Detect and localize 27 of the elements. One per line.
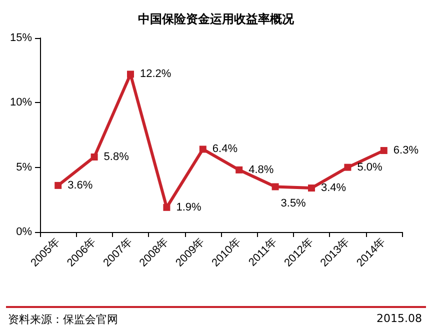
y-tick-label: 0%: [16, 226, 32, 238]
data-label: 6.3%: [393, 144, 419, 157]
data-label: 12.2%: [140, 68, 172, 80]
data-label: 5.0%: [357, 161, 382, 174]
data-label: 6.4%: [212, 143, 238, 156]
data-label: 3.5%: [280, 198, 306, 210]
y-tick-label: 15%: [10, 32, 32, 44]
point: [344, 164, 352, 171]
y-tick-label: 10%: [10, 96, 32, 109]
point: [380, 147, 388, 154]
point: [90, 153, 98, 160]
text: 资料来源：保监会官网: [8, 312, 118, 327]
text: 2015.08: [376, 312, 422, 325]
data-label: 4.8%: [248, 164, 274, 176]
point: [163, 204, 170, 211]
data-label: 1.9%: [176, 201, 202, 214]
point: [199, 146, 206, 153]
data-label: 3.6%: [68, 179, 93, 192]
point: [308, 184, 315, 192]
point: [54, 182, 62, 189]
point: [127, 70, 134, 78]
y-tick-label: 5%: [16, 161, 32, 174]
point: [236, 166, 243, 174]
point: [272, 183, 279, 190]
data-label: 5.8%: [104, 150, 130, 163]
chart-title: 中国保险资金运用收益率概况: [138, 12, 295, 26]
data-label: 3.4%: [321, 182, 346, 194]
